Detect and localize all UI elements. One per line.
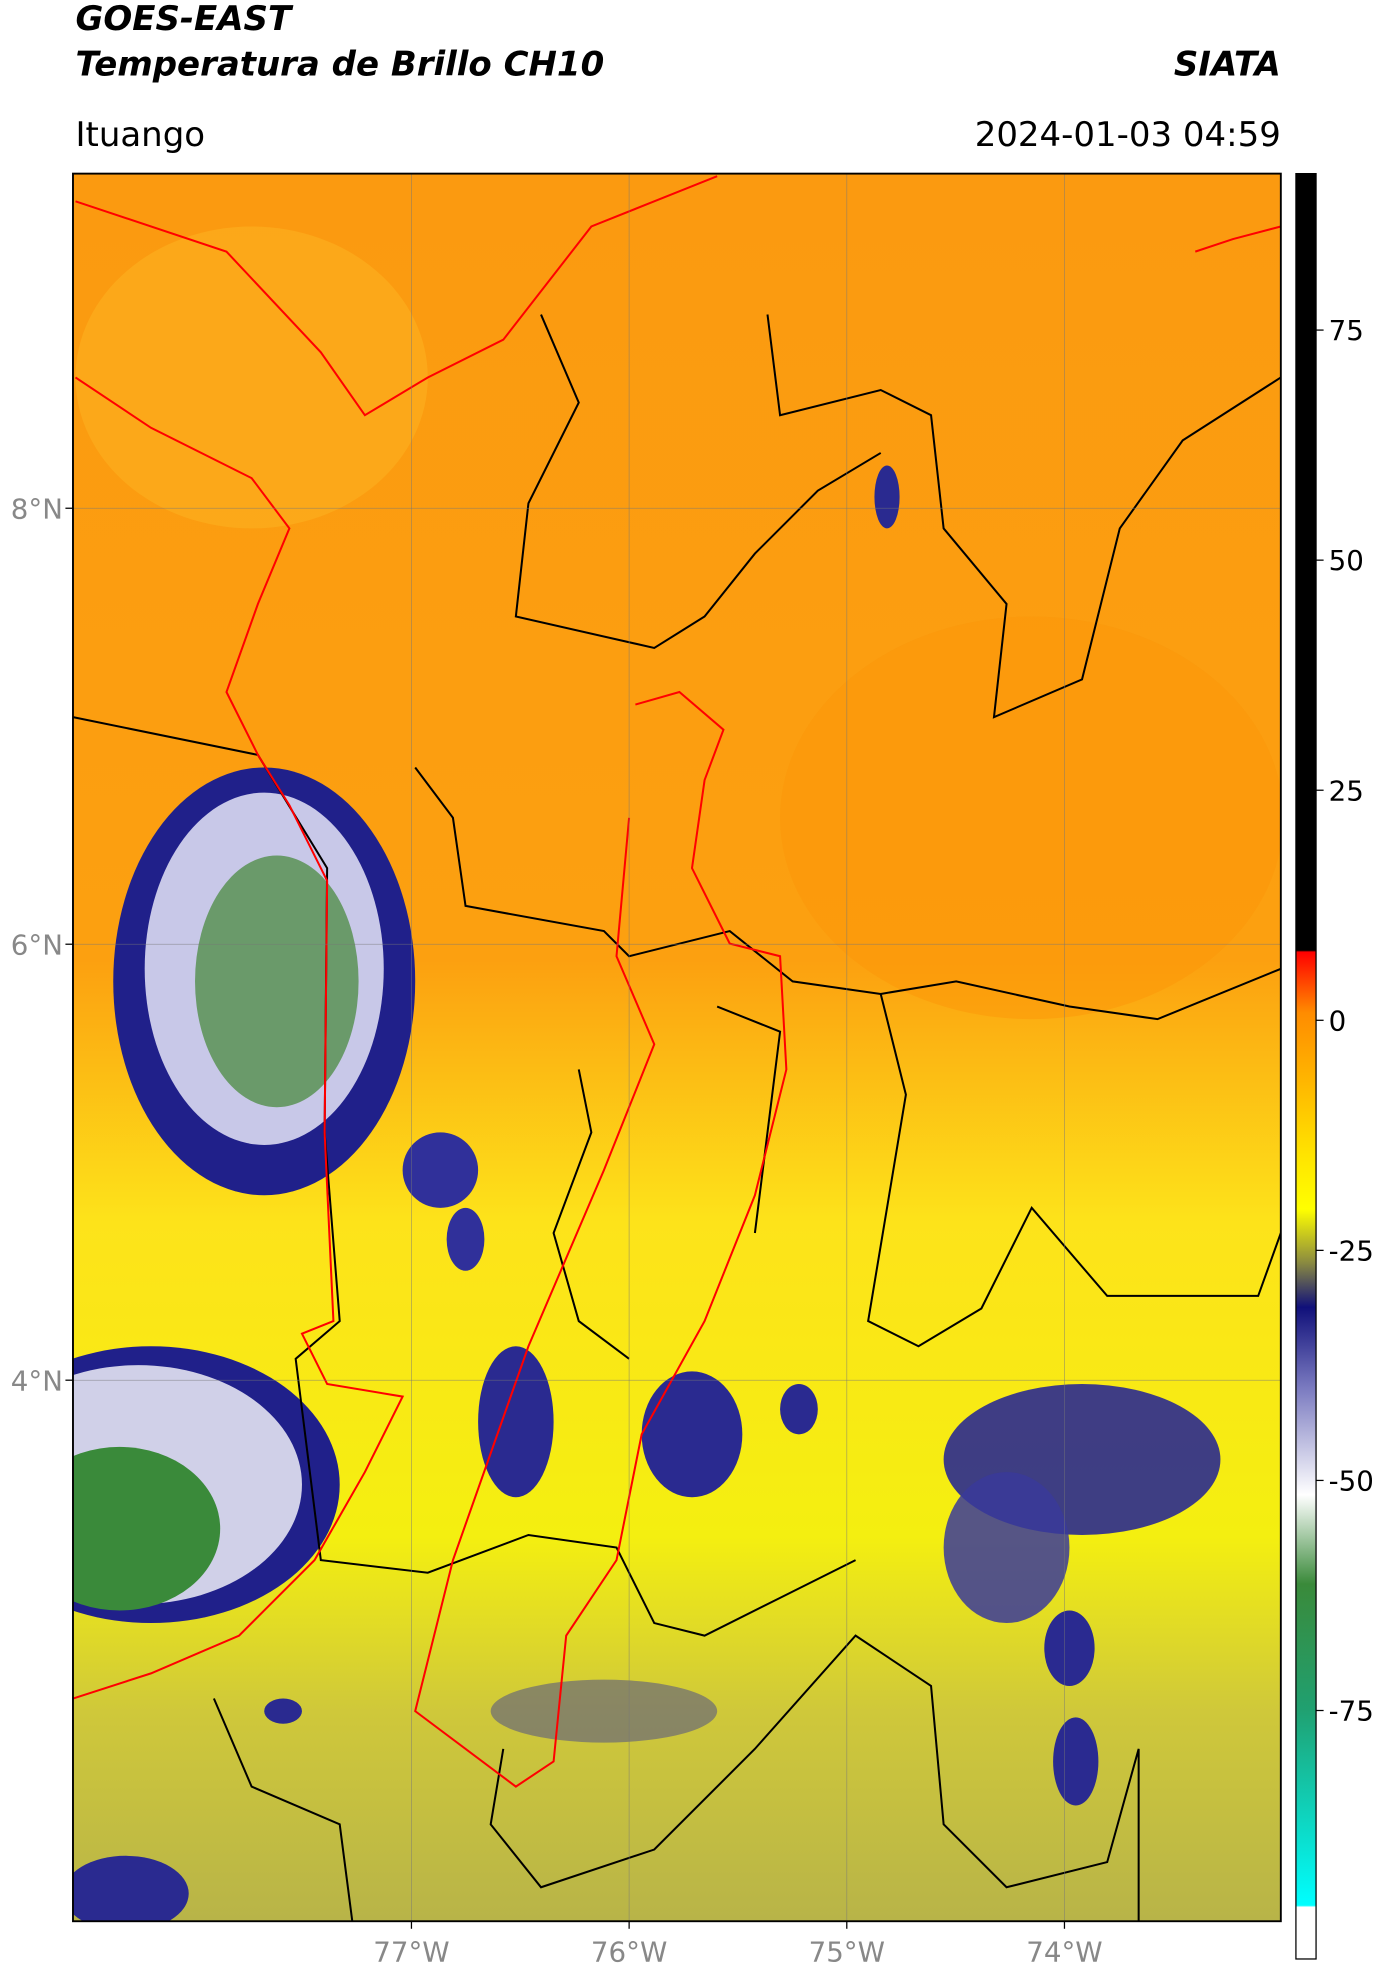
title: GOES-EAST <box>75 0 293 39</box>
y-tick-label: 4°N <box>11 1364 63 1397</box>
agency: SIATA <box>1174 44 1281 84</box>
colorbar-tick-label: -50 <box>1329 1464 1374 1497</box>
x-tick-label: 74°W <box>1026 1935 1102 1968</box>
x-tick-label: 77°W <box>373 1935 449 1968</box>
colorbar-tick-label: 0 <box>1329 1004 1347 1037</box>
y-tick-label: 6°N <box>11 928 63 961</box>
map-imagery <box>72 173 1281 1922</box>
colorbar-tick-label: -25 <box>1329 1234 1374 1267</box>
colorbar <box>1295 172 1317 1960</box>
x-tick-label: 75°W <box>809 1935 885 1968</box>
y-tick-label: 8°N <box>11 492 63 525</box>
colorbar-tick-label: 75 <box>1329 314 1364 347</box>
colorbar-tick-label: 50 <box>1329 544 1364 577</box>
datetime: 2024-01-03 04:59 <box>975 115 1281 155</box>
x-tick-label: 76°W <box>591 1935 667 1968</box>
subtitle: Temperatura de Brillo CH10 <box>75 44 604 84</box>
location: Ituango <box>75 115 205 155</box>
colorbar-tick-label: -75 <box>1329 1695 1374 1728</box>
colorbar-tick-label: 25 <box>1329 774 1364 807</box>
graticule <box>72 173 1281 1922</box>
map-frame <box>72 172 1282 1923</box>
